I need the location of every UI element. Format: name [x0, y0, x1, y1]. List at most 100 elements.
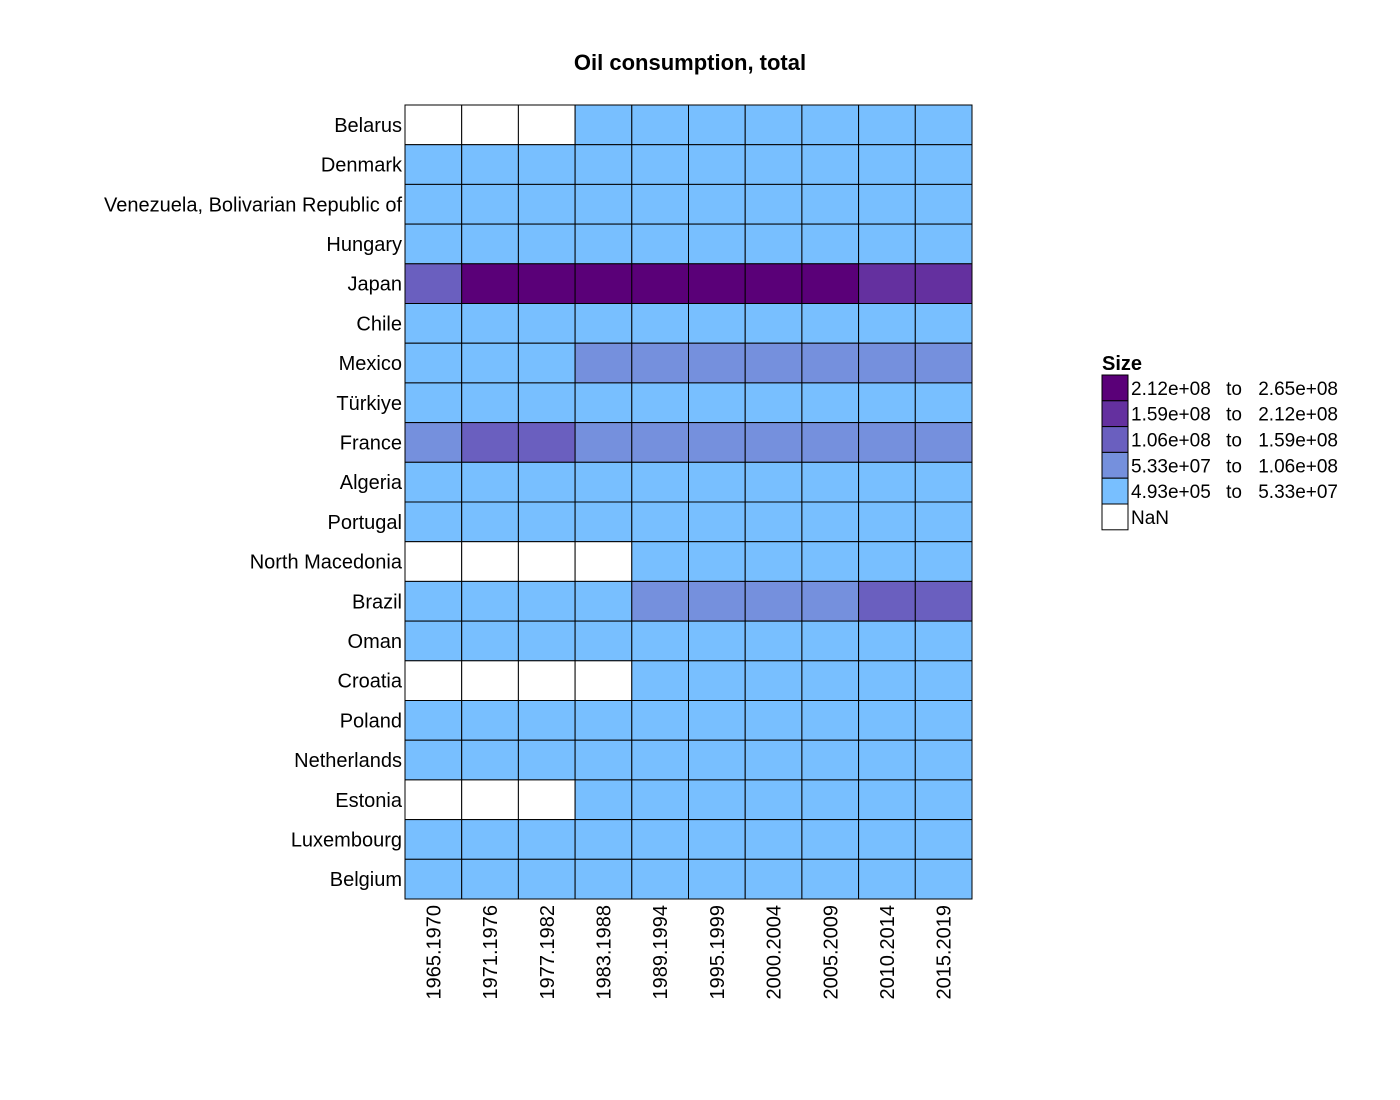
column-label-1989-1994: 1989.1994 [650, 905, 672, 1000]
heatmap-cell-algeria-2015-2019 [914, 461, 973, 503]
heatmap-cell-chile-2000-2004 [744, 303, 803, 344]
legend: Size 2.12e+08 to 2.65e+08 1.59e+08 to 2.12e+0… [1101, 353, 1338, 531]
heatmap-cell-brazil-1983-1988 [574, 580, 633, 622]
heatmap-cell-netherlands-1971-1976 [461, 739, 519, 781]
heatmap-cell-chile-1971-1976 [461, 303, 519, 344]
heatmap-cell-north-macedonia-2015-2019 [914, 541, 973, 582]
heatmap-cell-estonia-1977-1982 [517, 779, 576, 821]
heatmap-cell-croatia-1965-1970 [404, 660, 463, 701]
heatmap-cell-denmark-1965-1970 [404, 144, 463, 185]
heatmap-cell-estonia-1983-1988 [574, 779, 633, 821]
heatmap-cell-luxembourg-2015-2019 [914, 819, 973, 860]
legend-label-high: 2.12e+08 [1258, 405, 1338, 426]
heatmap-cell-t-rkiye-1971-1976 [461, 382, 519, 424]
heatmap-cell-oman-2000-2004 [744, 620, 803, 662]
row-label-estonia: Estonia [335, 790, 403, 812]
heatmap-cell-chile-1989-1994 [631, 303, 689, 344]
column-label-1995-1999: 1995.1999 [707, 905, 729, 1000]
heatmap-cell-luxembourg-2005-2009 [801, 819, 860, 860]
heatmap-cell-oman-1977-1982 [517, 620, 576, 662]
heatmap-cell-t-rkiye-2015-2019 [914, 382, 973, 424]
heatmap-cell-poland-2005-2009 [801, 700, 860, 741]
heatmap-cell-france-2005-2009 [801, 422, 860, 463]
heatmap-cell-croatia-1983-1988 [574, 660, 633, 701]
heatmap-cell-venezuela-bolivarian-republic-of-1989-1994 [631, 183, 689, 225]
heatmap-cell-japan-2000-2004 [744, 263, 803, 304]
column-label-1971-1976: 1971.1976 [480, 905, 502, 1000]
heatmap-cell-belgium-1977-1982 [517, 858, 576, 900]
heatmap-cell-mexico-1983-1988 [574, 342, 633, 384]
heatmap-cell-france-1977-1982 [517, 422, 576, 463]
heatmap-cell-france-1995-1999 [688, 422, 746, 463]
legend-label-high: 1.06e+08 [1258, 456, 1338, 477]
row-label-belgium: Belgium [330, 869, 402, 891]
heatmap-cell-brazil-2000-2004 [744, 580, 803, 622]
row-label-japan: Japan [348, 274, 403, 296]
heatmap-cell-north-macedonia-1971-1976 [461, 541, 519, 582]
heatmap-cell-portugal-1977-1982 [517, 501, 576, 543]
heatmap-cell-croatia-2005-2009 [801, 660, 860, 701]
heatmap-cell-venezuela-bolivarian-republic-of-1983-1988 [574, 183, 633, 225]
row-label-t-rkiye: Türkiye [336, 393, 402, 415]
heatmap-cell-denmark-1977-1982 [517, 144, 576, 185]
heatmap-cell-france-1971-1976 [461, 422, 519, 463]
row-label-brazil: Brazil [352, 591, 402, 613]
heatmap-cell-t-rkiye-1989-1994 [631, 382, 689, 424]
heatmap-cell-poland-2015-2019 [914, 700, 973, 741]
column-label-2000-2004: 2000.2004 [764, 905, 786, 1000]
heatmap-cell-hungary-1983-1988 [574, 223, 633, 265]
heatmap-cell-denmark-2010-2014 [858, 144, 916, 185]
legend-label-low: 2.12e+08 [1131, 379, 1211, 400]
heatmap-cell-oman-1971-1976 [461, 620, 519, 662]
heatmap-cell-croatia-1977-1982 [517, 660, 576, 701]
heatmap-cell-japan-1971-1976 [461, 263, 519, 304]
heatmap-cell-hungary-1995-1999 [688, 223, 746, 265]
heatmap-cell-belgium-2010-2014 [858, 858, 916, 900]
heatmap-cell-portugal-1989-1994 [631, 501, 689, 543]
heatmap-cell-estonia-1971-1976 [461, 779, 519, 821]
heatmap-cell-t-rkiye-1983-1988 [574, 382, 633, 424]
heatmap-cell-japan-1977-1982 [517, 263, 576, 304]
heatmap-cell-hungary-2005-2009 [801, 223, 860, 265]
heatmap-cell-venezuela-bolivarian-republic-of-2015-2019 [914, 183, 973, 225]
heatmap-cell-portugal-1965-1970 [404, 501, 463, 543]
heatmap-cell-chile-2010-2014 [858, 303, 916, 344]
heatmap-cell-belarus-1965-1970 [404, 104, 463, 146]
legend-swatch-nan [1101, 503, 1129, 531]
row-label-mexico: Mexico [339, 353, 402, 375]
heatmap-cell-north-macedonia-1989-1994 [631, 541, 689, 582]
column-label-1965-1970: 1965.1970 [423, 905, 445, 1000]
legend-swatch-1-59e-08 [1101, 400, 1129, 428]
heatmap-cell-belarus-1983-1988 [574, 104, 633, 146]
heatmap-cell-estonia-1989-1994 [631, 779, 689, 821]
heatmap-cell-chile-1977-1982 [517, 303, 576, 344]
heatmap-cell-algeria-1989-1994 [631, 461, 689, 503]
heatmap-cell-france-1965-1970 [404, 422, 463, 463]
column-label-1977-1982: 1977.1982 [537, 905, 559, 1000]
column-label-2010-2014: 2010.2014 [877, 905, 899, 1000]
heatmap-cell-algeria-1995-1999 [688, 461, 746, 503]
heatmap-cell-portugal-2015-2019 [914, 501, 973, 543]
heatmap-cell-croatia-1989-1994 [631, 660, 689, 701]
heatmap-cell-algeria-1983-1988 [574, 461, 633, 503]
heatmap-cell-portugal-1983-1988 [574, 501, 633, 543]
heatmap-cell-estonia-2005-2009 [801, 779, 860, 821]
heatmap-cell-t-rkiye-2000-2004 [744, 382, 803, 424]
heatmap-cell-belarus-2000-2004 [744, 104, 803, 146]
heatmap-cell-brazil-1965-1970 [404, 580, 463, 622]
heatmap-cell-croatia-2015-2019 [914, 660, 973, 701]
heatmap-cell-belarus-1977-1982 [517, 104, 576, 146]
heatmap-cell-netherlands-1965-1970 [404, 739, 463, 781]
heatmap-cell-belarus-2010-2014 [858, 104, 916, 146]
row-label-portugal: Portugal [328, 512, 403, 534]
row-label-north-macedonia: North Macedonia [250, 552, 403, 574]
heatmap-cell-estonia-2000-2004 [744, 779, 803, 821]
heatmap-cell-chile-2015-2019 [914, 303, 973, 344]
heatmap-cell-brazil-1971-1976 [461, 580, 519, 622]
heatmap-cell-oman-1995-1999 [688, 620, 746, 662]
heatmap-cell-north-macedonia-1965-1970 [404, 541, 463, 582]
legend-label-separator: to [1226, 456, 1242, 477]
heatmap-cell-belgium-1989-1994 [631, 858, 689, 900]
heatmap-cell-portugal-2010-2014 [858, 501, 916, 543]
heatmap-cell-north-macedonia-2005-2009 [801, 541, 860, 582]
